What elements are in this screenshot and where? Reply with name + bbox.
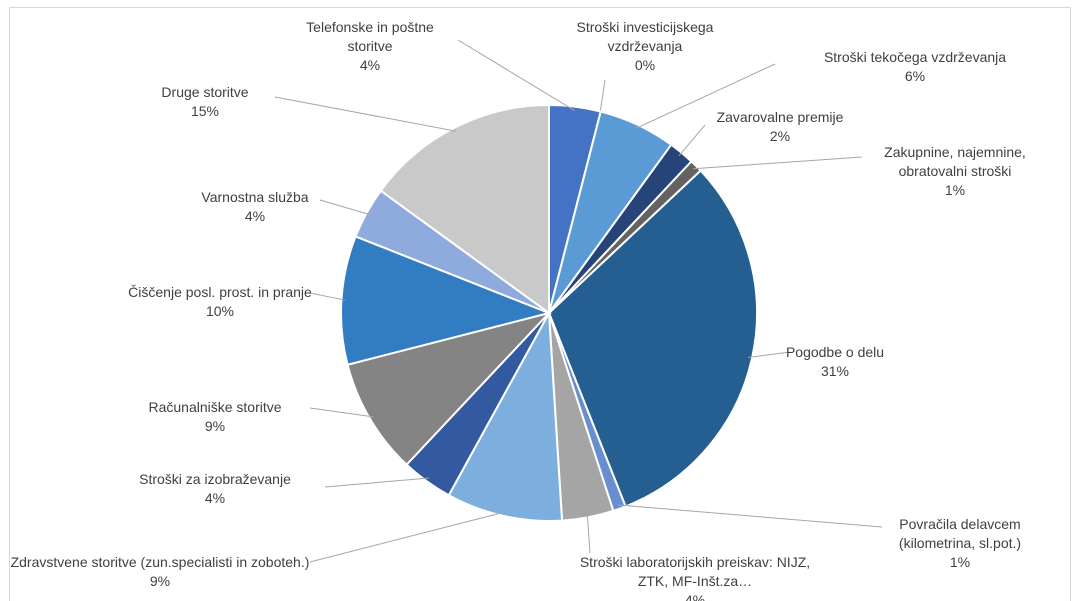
- category-label: Računalniške storitve: [148, 399, 282, 415]
- leader-line: [309, 292, 346, 301]
- chart-frame: [9, 7, 1071, 601]
- category-label: Zakupnine, najemnine, obratovalni strošk…: [884, 144, 1026, 179]
- category-label: Zavarovalne premije: [716, 109, 844, 125]
- data-label: Stroški za izobraževanje 4%: [105, 470, 325, 508]
- data-label: Druge storitve 15%: [125, 83, 285, 121]
- value-label: 10%: [205, 303, 235, 319]
- leader-line: [748, 351, 791, 358]
- category-label: Druge storitve: [161, 84, 249, 100]
- category-label: Stroški tekočega vzdrževanja: [823, 49, 1007, 65]
- leader-line: [635, 63, 776, 129]
- data-label: Pogodbe o delu 31%: [775, 343, 895, 381]
- value-label: 4%: [204, 490, 226, 506]
- data-label: Stroški laboratorijskih preiskav: NIJZ, …: [570, 553, 820, 601]
- category-label: Telefonske in poštne storitve: [306, 19, 434, 54]
- value-label: 31%: [820, 363, 850, 379]
- value-label: 1%: [944, 182, 966, 198]
- category-label: Čiščenje posl. prost. in pranje: [128, 284, 312, 300]
- pie-slice: [346, 311, 553, 467]
- pie-slice: [447, 309, 564, 522]
- leader-line: [309, 511, 505, 563]
- leader-line: [324, 477, 430, 488]
- value-label: 4%: [244, 208, 266, 224]
- data-label: Povračila delavcem (kilometrina, sl.pot.…: [875, 515, 1045, 572]
- leader-line: [309, 407, 374, 418]
- category-label: Stroški za izobraževanje: [139, 471, 291, 487]
- leader-line: [319, 199, 371, 216]
- leader-line: [457, 39, 575, 112]
- data-label: Čiščenje posl. prost. in pranje 10%: [125, 283, 315, 321]
- leader-line: [693, 156, 863, 170]
- data-label: Zakupnine, najemnine, obratovalni strošk…: [860, 143, 1050, 200]
- pie-slice: [340, 235, 553, 366]
- data-label: Zdravstvene storitve (zun.specialisti in…: [0, 553, 340, 591]
- value-label: 15%: [190, 103, 220, 119]
- data-label: Računalniške storitve 9%: [115, 398, 315, 436]
- value-label: 4%: [359, 57, 381, 73]
- category-label: Stroški investicijskega vzdrževanja: [576, 19, 714, 54]
- leader-line: [586, 513, 591, 554]
- leader-line: [618, 504, 883, 528]
- value-label: 4%: [684, 592, 706, 601]
- value-label: 9%: [149, 573, 171, 589]
- category-label: Stroški laboratorijskih preiskav: NIJZ, …: [579, 554, 811, 589]
- data-label: Stroški investicijskega vzdrževanja 0%: [560, 18, 730, 75]
- data-label: Stroški tekočega vzdrževanja 6%: [785, 48, 1045, 86]
- value-label: 9%: [204, 418, 226, 434]
- value-label: 2%: [769, 128, 791, 144]
- data-label: Zavarovalne premije 2%: [690, 108, 870, 146]
- category-label: Zdravstvene storitve (zun.specialisti in…: [10, 554, 310, 570]
- category-label: Varnostna služba: [201, 189, 309, 205]
- pie-slice: [379, 103, 550, 315]
- category-label: Pogodbe o delu: [785, 344, 885, 360]
- value-label: 6%: [904, 68, 926, 84]
- data-label: Varnostna služba 4%: [175, 188, 335, 226]
- pie-slice: [547, 169, 758, 508]
- data-label: Telefonske in poštne storitve 4%: [285, 18, 455, 75]
- leader-line: [678, 124, 706, 157]
- value-label: 1%: [949, 554, 971, 570]
- leader-line: [274, 96, 457, 132]
- value-label: 0%: [634, 57, 656, 73]
- category-label: Povračila delavcem (kilometrina, sl.pot.…: [898, 516, 1022, 551]
- leader-line: [599, 79, 606, 116]
